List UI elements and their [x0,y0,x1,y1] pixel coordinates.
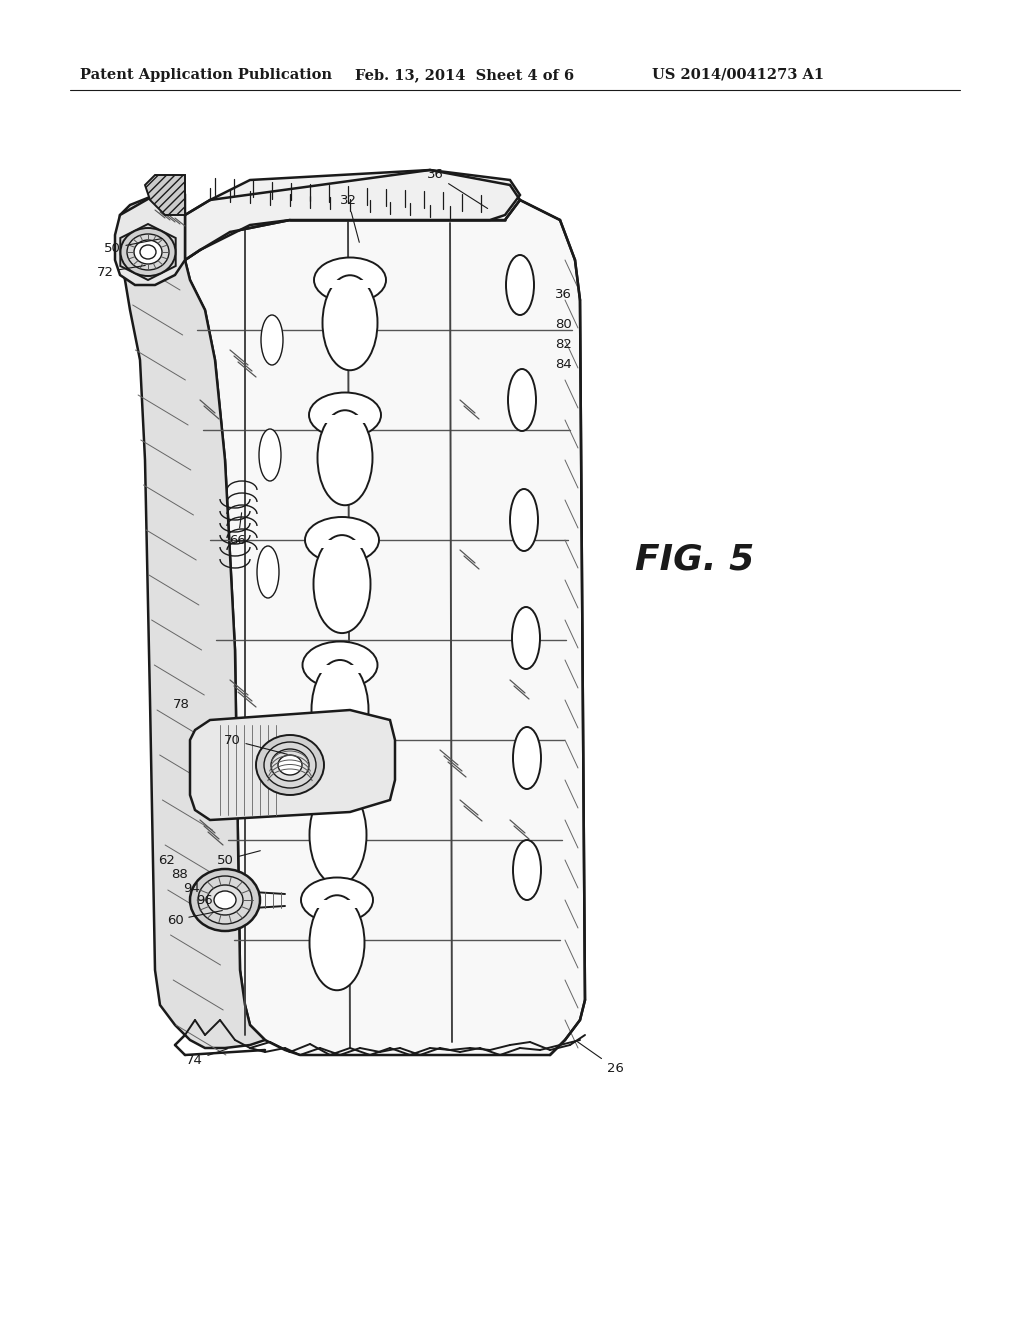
Text: 50: 50 [103,239,162,255]
Text: 70: 70 [223,734,288,754]
Text: 32: 32 [340,194,359,243]
Polygon shape [145,176,185,215]
Text: 88: 88 [171,869,188,882]
Ellipse shape [271,748,309,781]
Ellipse shape [127,234,169,271]
Polygon shape [318,414,372,422]
Ellipse shape [198,876,252,924]
Ellipse shape [302,642,378,689]
Text: 50: 50 [216,850,260,866]
Ellipse shape [207,884,243,915]
Ellipse shape [214,891,236,909]
Text: 36: 36 [555,289,571,301]
Polygon shape [185,201,585,1055]
Text: FIG. 5: FIG. 5 [635,543,755,577]
Ellipse shape [134,240,162,264]
Text: 80: 80 [555,318,571,331]
Text: 74: 74 [185,1049,227,1067]
Text: 72: 72 [96,265,145,279]
Polygon shape [120,195,265,1048]
Polygon shape [312,665,368,673]
Ellipse shape [323,276,378,370]
Ellipse shape [300,766,376,814]
Ellipse shape [309,785,367,884]
Ellipse shape [305,517,379,564]
Text: 94: 94 [183,882,200,895]
Polygon shape [190,710,395,820]
Ellipse shape [510,488,538,550]
Ellipse shape [311,660,369,760]
Ellipse shape [314,257,386,302]
Text: 36: 36 [427,169,487,209]
Polygon shape [310,789,366,799]
Polygon shape [185,170,520,260]
Text: 66: 66 [229,512,247,546]
Ellipse shape [278,755,302,775]
Text: 78: 78 [173,698,190,711]
Ellipse shape [309,895,365,990]
Ellipse shape [140,246,156,259]
Text: 60: 60 [167,911,222,927]
Ellipse shape [256,735,324,795]
Text: 82: 82 [555,338,571,351]
Ellipse shape [313,535,371,634]
Ellipse shape [257,546,279,598]
Polygon shape [314,540,370,548]
Ellipse shape [264,742,316,788]
Polygon shape [115,195,185,285]
Ellipse shape [512,607,540,669]
Ellipse shape [301,878,373,923]
Text: Feb. 13, 2014  Sheet 4 of 6: Feb. 13, 2014 Sheet 4 of 6 [355,69,574,82]
Ellipse shape [506,255,534,315]
Ellipse shape [121,228,175,276]
Polygon shape [323,280,377,288]
Ellipse shape [261,315,283,366]
Ellipse shape [309,392,381,437]
Text: 96: 96 [197,894,213,907]
Ellipse shape [317,411,373,506]
Text: US 2014/0041273 A1: US 2014/0041273 A1 [652,69,824,82]
Ellipse shape [190,869,260,931]
Ellipse shape [259,429,281,480]
Ellipse shape [513,840,541,900]
Polygon shape [120,224,176,280]
Text: 26: 26 [578,1041,624,1074]
Ellipse shape [513,727,541,789]
Text: 62: 62 [158,854,175,866]
Ellipse shape [508,370,536,432]
Text: Patent Application Publication: Patent Application Publication [80,69,332,82]
Text: 84: 84 [555,359,571,371]
Polygon shape [310,900,364,908]
